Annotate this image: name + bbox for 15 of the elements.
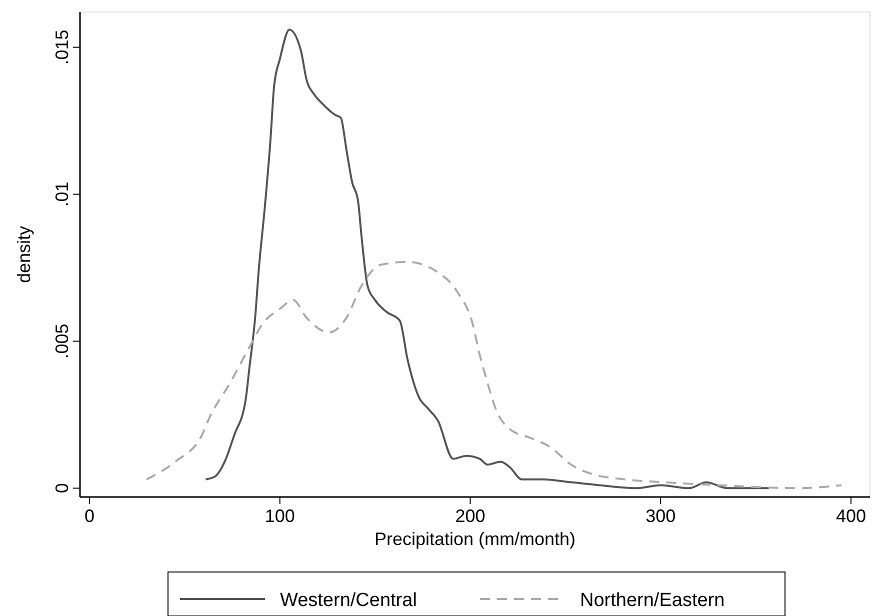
legend-label: Western/Central [280, 590, 417, 611]
legend-label: Northern/Eastern [580, 590, 725, 611]
x-axis-title: Precipitation (mm/month) [374, 529, 576, 549]
x-tick-label: 400 [836, 506, 866, 526]
y-tick-label: .01 [52, 182, 72, 207]
line-series [204, 28, 770, 490]
y-tick-label: .005 [52, 324, 72, 359]
x-tick-label: 100 [264, 506, 295, 526]
y-tick-label: 0 [52, 483, 72, 494]
y-tick-label: .015 [52, 30, 72, 65]
y-axis-title: density [14, 226, 34, 284]
x-tick-label: 200 [455, 506, 486, 526]
line-series [146, 260, 842, 490]
x-tick-label: 0 [84, 506, 95, 526]
x-tick-label: 300 [646, 506, 676, 526]
